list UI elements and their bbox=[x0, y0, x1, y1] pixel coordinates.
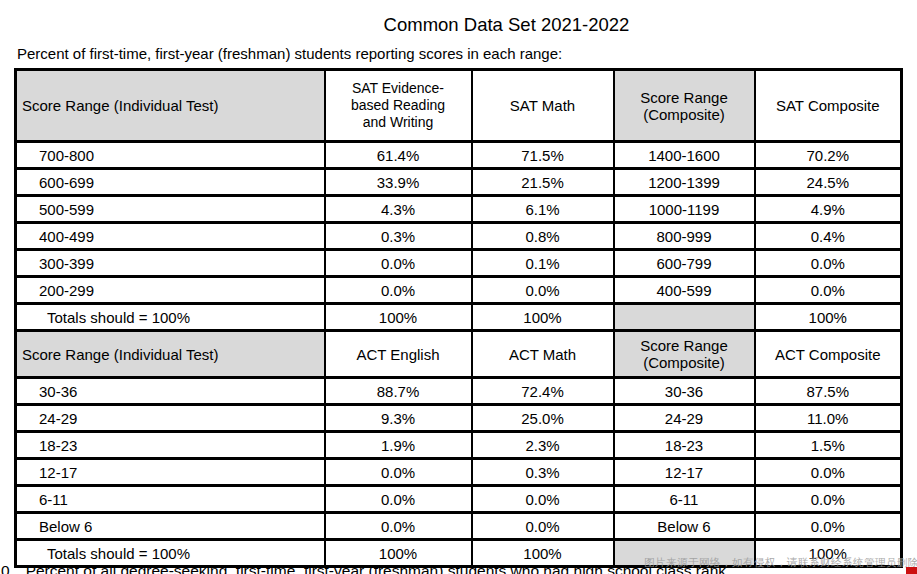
score-range-cell: 30-36 bbox=[16, 378, 325, 405]
totals-label: Totals should = 100% bbox=[16, 304, 325, 331]
score-range-cell: 400-499 bbox=[16, 223, 325, 250]
value-cell: 0.0% bbox=[325, 277, 472, 304]
act-header-score-range-composite: Score Range (Composite) bbox=[614, 331, 755, 378]
score-range-cell: 12-17 bbox=[16, 459, 325, 486]
sat-header-score-range-composite: Score Range (Composite) bbox=[614, 70, 755, 142]
value-cell: 0.0% bbox=[325, 513, 472, 540]
value-cell: 1.9% bbox=[325, 432, 472, 459]
score-range-cell: 18-23 bbox=[16, 432, 325, 459]
composite-range-cell: 30-36 bbox=[614, 378, 755, 405]
value-cell: 88.7% bbox=[325, 378, 472, 405]
value-cell: 21.5% bbox=[472, 169, 614, 196]
composite-range-cell: 18-23 bbox=[614, 432, 755, 459]
sat-header-score-range-individual: Score Range (Individual Test) bbox=[16, 70, 325, 142]
footer-clipped-text: 0 Percent of all degree-seeking, first-ti… bbox=[1, 562, 726, 574]
value-cell: 0.0% bbox=[325, 250, 472, 277]
value-cell: 0.0% bbox=[755, 250, 902, 277]
footer-sentence: Percent of all degree-seeking, first-tim… bbox=[26, 562, 726, 574]
value-cell: 0.0% bbox=[755, 277, 902, 304]
composite-range-cell: 1000-1199 bbox=[614, 196, 755, 223]
act-header-math: ACT Math bbox=[472, 331, 614, 378]
value-cell: 11.0% bbox=[755, 405, 902, 432]
score-range-table: Score Range (Individual Test) SAT Eviden… bbox=[14, 68, 903, 568]
value-cell: 1.5% bbox=[755, 432, 902, 459]
sat-header-ebrw-label: SAT Evidence-based Reading and Writing bbox=[338, 80, 458, 131]
composite-range-cell: 6-11 bbox=[614, 486, 755, 513]
score-range-cell: 500-599 bbox=[16, 196, 325, 223]
table-row: 30-36 88.7% 72.4% 30-36 87.5% bbox=[16, 378, 902, 405]
composite-range-cell: 24-29 bbox=[614, 405, 755, 432]
act-header-score-range-individual: Score Range (Individual Test) bbox=[16, 331, 325, 378]
value-cell: 4.3% bbox=[325, 196, 472, 223]
value-cell: 0.3% bbox=[325, 223, 472, 250]
totals-value: 100% bbox=[325, 304, 472, 331]
value-cell: 0.0% bbox=[472, 486, 614, 513]
composite-range-cell: 800-999 bbox=[614, 223, 755, 250]
table-row: 300-399 0.0% 0.1% 600-799 0.0% bbox=[16, 250, 902, 277]
table-row: 700-800 61.4% 71.5% 1400-1600 70.2% bbox=[16, 142, 902, 169]
value-cell: 61.4% bbox=[325, 142, 472, 169]
value-cell: 0.0% bbox=[755, 486, 902, 513]
score-range-cell: 600-699 bbox=[16, 169, 325, 196]
value-cell: 87.5% bbox=[755, 378, 902, 405]
table-row: 24-29 9.3% 25.0% 24-29 11.0% bbox=[16, 405, 902, 432]
value-cell: 0.0% bbox=[325, 459, 472, 486]
composite-range-cell: 400-599 bbox=[614, 277, 755, 304]
value-cell: 0.0% bbox=[325, 486, 472, 513]
score-range-cell: 700-800 bbox=[16, 142, 325, 169]
act-header-english: ACT English bbox=[325, 331, 472, 378]
totals-blank-cell bbox=[614, 304, 755, 331]
sat-header-composite: SAT Composite bbox=[755, 70, 902, 142]
totals-value: 100% bbox=[472, 304, 614, 331]
value-cell: 24.5% bbox=[755, 169, 902, 196]
watermark-text: 图片来源于网络，如有侵权，请联系财经系统管理员删除 bbox=[644, 556, 917, 570]
table-row: 600-699 33.9% 21.5% 1200-1399 24.5% bbox=[16, 169, 902, 196]
value-cell: 6.1% bbox=[472, 196, 614, 223]
table-row: Below 6 0.0% 0.0% Below 6 0.0% bbox=[16, 513, 902, 540]
page-title: Common Data Set 2021-2022 bbox=[0, 14, 917, 36]
footer-item-marker: 0 bbox=[1, 562, 10, 574]
value-cell: 0.0% bbox=[755, 513, 902, 540]
sat-header-math: SAT Math bbox=[472, 70, 614, 142]
composite-range-cell: 1200-1399 bbox=[614, 169, 755, 196]
value-cell: 0.1% bbox=[472, 250, 614, 277]
composite-range-cell: 12-17 bbox=[614, 459, 755, 486]
table-row: 12-17 0.0% 0.3% 12-17 0.0% bbox=[16, 459, 902, 486]
table-row: 400-499 0.3% 0.8% 800-999 0.4% bbox=[16, 223, 902, 250]
score-range-cell: 6-11 bbox=[16, 486, 325, 513]
value-cell: 0.0% bbox=[472, 277, 614, 304]
value-cell: 33.9% bbox=[325, 169, 472, 196]
table-row: 6-11 0.0% 0.0% 6-11 0.0% bbox=[16, 486, 902, 513]
score-range-cell: 200-299 bbox=[16, 277, 325, 304]
value-cell: 0.4% bbox=[755, 223, 902, 250]
score-range-cell: Below 6 bbox=[16, 513, 325, 540]
score-range-cell: 300-399 bbox=[16, 250, 325, 277]
table-row: 18-23 1.9% 2.3% 18-23 1.5% bbox=[16, 432, 902, 459]
sat-totals-row: Totals should = 100% 100% 100% 100% bbox=[16, 304, 902, 331]
totals-value: 100% bbox=[755, 304, 902, 331]
value-cell: 0.0% bbox=[472, 513, 614, 540]
score-range-cell: 24-29 bbox=[16, 405, 325, 432]
value-cell: 2.3% bbox=[472, 432, 614, 459]
act-header-composite: ACT Composite bbox=[755, 331, 902, 378]
composite-range-cell: Below 6 bbox=[614, 513, 755, 540]
value-cell: 0.0% bbox=[755, 459, 902, 486]
table-row: 200-299 0.0% 0.0% 400-599 0.0% bbox=[16, 277, 902, 304]
intro-text: Percent of first-time, first-year (fresh… bbox=[17, 45, 917, 62]
sat-header-ebrw: SAT Evidence-based Reading and Writing bbox=[325, 70, 472, 142]
value-cell: 70.2% bbox=[755, 142, 902, 169]
value-cell: 25.0% bbox=[472, 405, 614, 432]
value-cell: 0.3% bbox=[472, 459, 614, 486]
value-cell: 72.4% bbox=[472, 378, 614, 405]
composite-range-cell: 600-799 bbox=[614, 250, 755, 277]
value-cell: 4.9% bbox=[755, 196, 902, 223]
red-corner-mark bbox=[906, 567, 917, 574]
value-cell: 0.8% bbox=[472, 223, 614, 250]
value-cell: 71.5% bbox=[472, 142, 614, 169]
composite-range-cell: 1400-1600 bbox=[614, 142, 755, 169]
act-header-row: Score Range (Individual Test) ACT Englis… bbox=[16, 331, 902, 378]
sat-header-row: Score Range (Individual Test) SAT Eviden… bbox=[16, 70, 902, 142]
value-cell: 9.3% bbox=[325, 405, 472, 432]
table-row: 500-599 4.3% 6.1% 1000-1199 4.9% bbox=[16, 196, 902, 223]
